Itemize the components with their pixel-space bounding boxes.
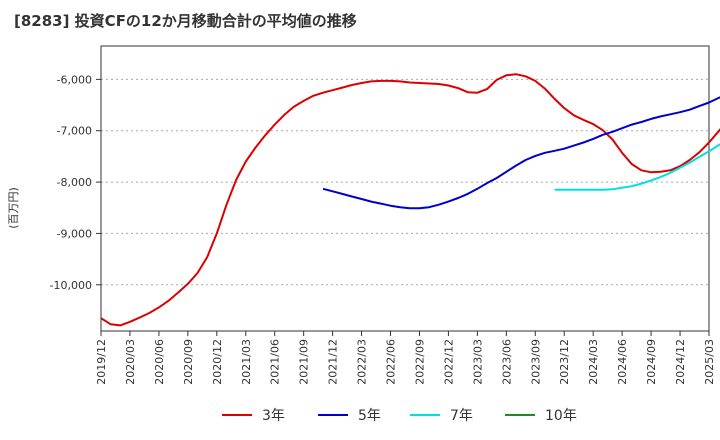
y-tick-label: -8,000: [57, 176, 92, 189]
x-tick-label: 2024/06: [616, 339, 629, 385]
x-tick-label: 2025/03: [703, 339, 716, 385]
x-tick-label: 2023/09: [529, 339, 542, 385]
x-tick-label: 2019/12: [95, 339, 108, 385]
gridlines: [101, 78, 709, 286]
legend-label: 5年: [358, 408, 381, 424]
x-tick-label: 2023/03: [471, 339, 484, 385]
x-tick-label: 2020/09: [182, 339, 195, 385]
x-tick-label: 2024/09: [645, 339, 658, 385]
series-line: [554, 143, 720, 191]
y-tick-label: -6,000: [57, 73, 92, 86]
series-lines: [100, 73, 720, 327]
legend: 3年 5年 7年 10年: [222, 408, 577, 424]
x-tick-label: 2021/12: [327, 339, 340, 385]
y-tick-label: -7,000: [57, 125, 92, 138]
x-tick-label: 2021/03: [240, 339, 253, 385]
x-tick-label: 2021/09: [298, 339, 311, 385]
x-tick-label: 2023/12: [558, 339, 571, 385]
x-tick-label: 2022/12: [442, 339, 455, 385]
plot-frame: [100, 45, 710, 332]
y-tick-label: -9,000: [57, 227, 92, 240]
y-axis: -6,000 -7,000 -8,000 -9,000 -10,000: [50, 73, 101, 292]
x-tick-label: 2024/12: [674, 339, 687, 385]
legend-label: 10年: [545, 408, 577, 424]
y-axis-label: (百万円): [7, 187, 20, 229]
x-tick-label: 2022/06: [385, 339, 398, 385]
x-tick-label: 2020/06: [153, 339, 166, 385]
x-tick-label: 2020/03: [124, 339, 137, 385]
legend-label: 3年: [262, 408, 285, 424]
x-tick-label: 2022/09: [413, 339, 426, 385]
x-tick-label: 2024/03: [587, 339, 600, 385]
chart-title: [8283] 投資CFの12か月移動合計の平均値の推移: [14, 12, 357, 30]
series-line: [100, 73, 720, 327]
x-axis: 2019/12 2020/03 2020/06 2020/09 2020/12 2021/…: [95, 331, 716, 385]
x-tick-label: 2022/03: [356, 339, 369, 385]
legend-label: 7年: [450, 408, 473, 424]
x-tick-label: 2021/06: [269, 339, 282, 385]
y-tick-label: -10,000: [50, 279, 92, 292]
series-line: [322, 96, 720, 210]
x-tick-label: 2023/06: [500, 339, 513, 385]
x-tick-label: 2020/12: [211, 339, 224, 385]
